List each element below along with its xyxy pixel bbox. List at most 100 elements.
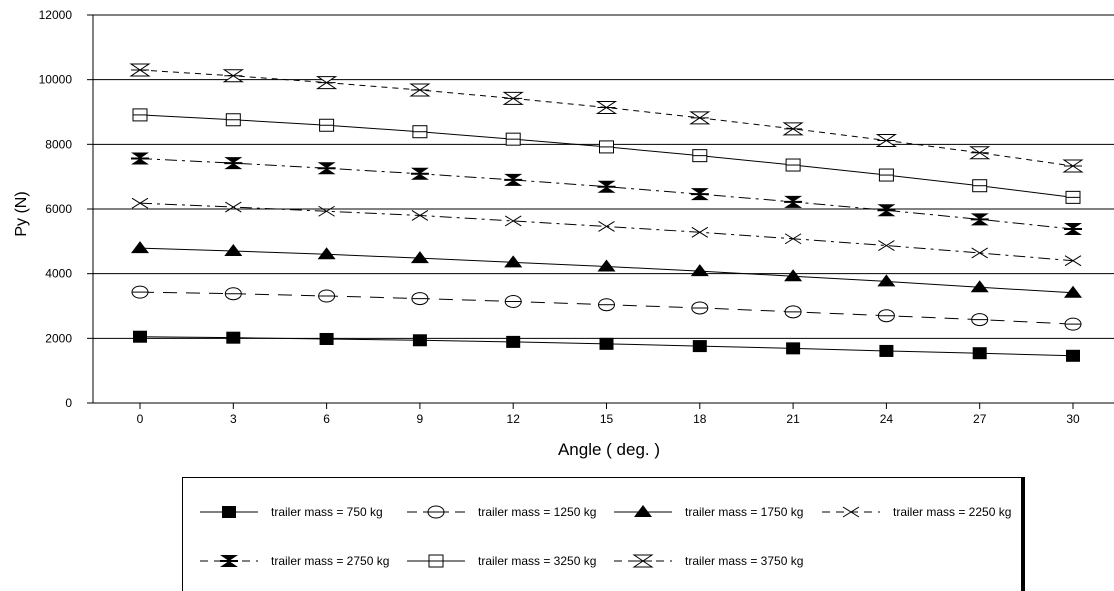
data-point	[878, 240, 895, 251]
series-4	[131, 197, 1082, 267]
marker-shape	[1064, 223, 1082, 236]
x-tick-label: 24	[880, 412, 894, 426]
x-tick-label: 6	[323, 412, 330, 426]
marker-shape	[1066, 349, 1080, 362]
data-point	[782, 122, 804, 136]
marker-shape	[784, 233, 802, 245]
data-point	[1064, 255, 1082, 267]
legend-marker	[428, 554, 444, 568]
x-tick-label: 18	[693, 412, 707, 426]
x-tick-label: 21	[786, 412, 800, 426]
data-point	[502, 91, 524, 105]
data-point	[875, 133, 898, 147]
marker-shape	[504, 255, 523, 268]
data-point	[599, 140, 614, 154]
data-point	[317, 162, 336, 175]
data-point	[877, 274, 896, 287]
marker-shape	[131, 241, 149, 254]
data-point	[597, 259, 616, 272]
data-point	[318, 205, 335, 217]
y-tick-label: 2000	[45, 331, 72, 345]
marker-shape	[133, 330, 147, 343]
data-point	[692, 149, 708, 163]
series-6	[132, 108, 1081, 204]
data-point	[131, 197, 149, 209]
marker-shape	[597, 259, 616, 272]
x-tick-label: 27	[973, 412, 987, 426]
marker-shape	[690, 264, 709, 277]
data-point	[129, 63, 151, 77]
data-point	[222, 69, 244, 83]
data-point	[225, 113, 241, 127]
data-point	[784, 269, 803, 282]
series-7	[129, 63, 1084, 173]
series-line	[139, 69, 1074, 167]
data-point	[224, 244, 243, 257]
data-point	[784, 195, 803, 208]
y-tick-label: 10000	[39, 73, 73, 87]
marker-shape	[972, 347, 987, 360]
data-point	[506, 335, 521, 348]
data-point	[971, 247, 988, 259]
marker-shape	[224, 157, 243, 170]
data-point	[315, 76, 338, 90]
x-tick-label: 30	[1066, 412, 1080, 426]
y-tick-label: 12000	[39, 8, 73, 22]
y-tick-label: 0	[65, 396, 72, 410]
data-point	[226, 331, 241, 344]
marker-shape	[222, 506, 236, 518]
marker-shape	[842, 506, 860, 518]
data-point	[599, 337, 614, 350]
x-tick-label: 3	[230, 412, 237, 426]
data-point	[1064, 223, 1082, 236]
data-point	[877, 309, 895, 323]
data-point	[409, 83, 431, 97]
data-point	[1065, 190, 1081, 204]
data-point	[595, 100, 618, 114]
legend-label: trailer mass = 1750 kg	[685, 505, 803, 519]
series-group	[129, 63, 1084, 362]
marker-shape	[599, 337, 614, 350]
marker-shape	[318, 205, 335, 217]
data-point	[411, 210, 429, 221]
y-tick-label: 4000	[45, 267, 72, 281]
marker-shape	[634, 505, 652, 517]
legend-label: trailer mass = 3250 kg	[478, 554, 596, 568]
marker-shape	[410, 167, 429, 180]
x-tick-labels: 0 3 6 9 12 15 18 21 24 27 30	[137, 412, 1080, 426]
marker-shape	[224, 244, 243, 257]
series-5	[131, 152, 1082, 236]
data-point	[691, 301, 709, 315]
series-1	[133, 330, 1080, 362]
legend-entry: trailer mass = 750 kg	[200, 505, 383, 519]
data-point	[412, 334, 427, 347]
data-point	[879, 344, 894, 357]
marker-shape	[784, 269, 803, 282]
marker-shape	[971, 247, 988, 259]
marker-shape	[317, 247, 336, 260]
data-point	[412, 125, 428, 139]
data-point	[972, 179, 988, 193]
legend-entry: trailer mass = 3750 kg	[614, 554, 803, 568]
data-point	[411, 292, 429, 306]
legend-label: trailer mass = 3750 kg	[685, 554, 803, 568]
legend-marker	[632, 554, 654, 568]
legend-marker	[427, 505, 445, 519]
legend-marker	[634, 505, 652, 517]
marker-shape	[131, 152, 149, 165]
marker-shape	[692, 340, 707, 353]
data-point	[1062, 159, 1084, 173]
data-point	[784, 305, 802, 319]
data-point	[597, 180, 616, 193]
marker-shape	[226, 331, 241, 344]
data-point	[690, 264, 709, 277]
data-point	[689, 111, 711, 125]
marker-shape	[504, 215, 522, 227]
marker-shape	[220, 555, 238, 567]
marker-shape	[691, 226, 709, 238]
marker-shape	[411, 210, 429, 221]
legend: trailer mass = 750 kg trailer mass = 1250…	[200, 505, 1011, 568]
marker-shape	[506, 335, 521, 348]
y-tick-label: 6000	[45, 202, 72, 216]
